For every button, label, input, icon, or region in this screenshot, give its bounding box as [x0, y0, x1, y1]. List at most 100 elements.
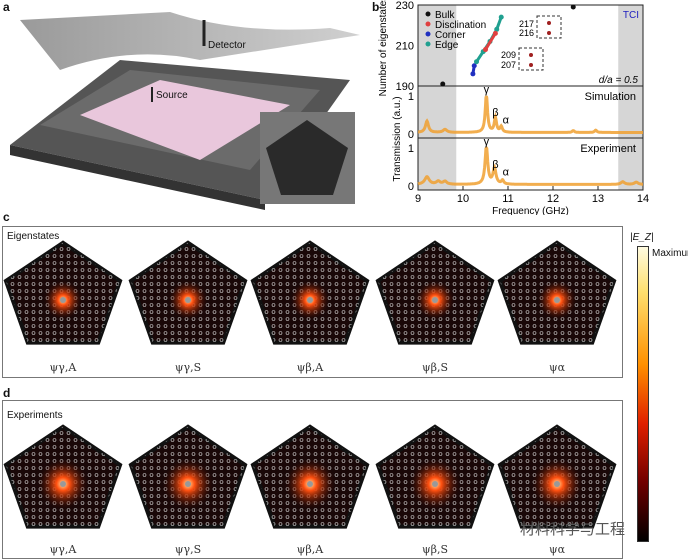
- lattice-hole: [560, 247, 565, 251]
- lattice-hole: [487, 494, 492, 498]
- lattice-hole: [595, 261, 600, 265]
- lattice-hole: [335, 530, 338, 533]
- lattice-hole: [271, 494, 276, 498]
- lattice-hole: [45, 317, 50, 321]
- lattice-hole: [142, 310, 147, 314]
- lattice-hole: [511, 296, 516, 300]
- lattice-hole: [233, 324, 238, 328]
- lattice-hole: [66, 515, 71, 519]
- lattice-hole: [38, 268, 43, 272]
- lattice-hole: [396, 289, 401, 293]
- lattice-hole: [130, 426, 133, 428]
- lattice-hole: [73, 522, 78, 526]
- lattice-hole: [389, 431, 394, 435]
- lattice-hole: [156, 480, 161, 484]
- lattice-hole: [233, 466, 238, 470]
- lattice-hole: [271, 459, 276, 463]
- lattice-hole: [292, 515, 297, 519]
- lattice-hole: [212, 466, 217, 470]
- lattice-hole: [130, 522, 133, 526]
- lattice-hole: [94, 438, 99, 442]
- lattice-hole: [292, 331, 297, 335]
- lattice-hole: [581, 431, 586, 435]
- lattice-hole: [567, 242, 572, 244]
- lattice-hole: [602, 331, 607, 335]
- lattice-hole: [264, 438, 269, 442]
- lattice-hole: [487, 487, 492, 491]
- lattice-hole: [31, 324, 36, 328]
- lattice-hole: [382, 445, 387, 449]
- lattice-hole: [532, 466, 537, 470]
- lattice-hole: [438, 445, 443, 449]
- lattice-hole: [271, 431, 276, 435]
- lattice-hole: [198, 331, 203, 335]
- lattice-hole: [377, 296, 380, 300]
- lattice-hole: [108, 438, 113, 442]
- lattice-hole: [219, 494, 224, 498]
- lattice-hole: [233, 473, 238, 477]
- lattice-hole: [377, 331, 380, 335]
- lattice-hole: [264, 275, 269, 279]
- lattice-hole: [334, 431, 339, 435]
- lattice-hole: [487, 317, 492, 321]
- lattice-hole: [149, 466, 154, 470]
- lattice-hole: [410, 324, 415, 328]
- lattice-hole: [101, 338, 106, 342]
- lattice-hole: [466, 480, 471, 484]
- lattice-hole: [327, 242, 332, 244]
- lattice-hole: [588, 310, 593, 314]
- lattice-hole: [488, 530, 491, 533]
- lattice-hole: [177, 445, 182, 449]
- lattice-hole: [595, 487, 600, 491]
- ytick-label: 1: [408, 143, 414, 155]
- lattice-hole: [198, 438, 203, 442]
- legend-marker: [425, 11, 431, 17]
- lattice-hole: [425, 530, 428, 533]
- lattice-hole: [410, 452, 415, 456]
- lattice-hole: [130, 303, 133, 307]
- lattice-hole: [404, 346, 407, 349]
- lattice-hole: [184, 452, 189, 456]
- lattice-hole: [226, 317, 231, 321]
- lattice-hole: [163, 247, 168, 251]
- lattice-hole: [595, 296, 600, 300]
- lattice-hole: [257, 508, 262, 512]
- lattice-hole: [617, 439, 620, 442]
- lattice-hole: [446, 346, 449, 349]
- lattice-hole: [511, 438, 516, 442]
- lattice-hole: [226, 459, 231, 463]
- lattice-hole: [313, 431, 318, 435]
- lattice-hole: [459, 324, 464, 328]
- lattice-hole: [396, 282, 401, 286]
- lattice-hole: [567, 324, 572, 328]
- lattice-hole: [156, 494, 161, 498]
- lattice-hole: [581, 459, 586, 463]
- state-label: ψα: [548, 543, 566, 556]
- lattice-hole: [525, 324, 530, 328]
- lattice-hole: [163, 242, 168, 244]
- lattice-hole: [252, 459, 255, 463]
- lattice-hole: [252, 431, 255, 435]
- lattice-hole: [355, 275, 360, 279]
- lattice-hole: [130, 317, 133, 321]
- lattice-hole: [299, 338, 304, 342]
- lattice-hole: [80, 501, 85, 505]
- lattice-hole: [108, 282, 113, 286]
- lattice-hole: [511, 254, 516, 258]
- lattice-hole: [240, 487, 245, 491]
- lattice-hole: [164, 530, 167, 533]
- lattice-hole: [212, 494, 217, 498]
- lattice-hole: [377, 324, 380, 328]
- lattice-hole: [143, 530, 146, 533]
- lattice-hole: [24, 247, 29, 251]
- lattice-hole: [31, 459, 36, 463]
- lattice-hole: [348, 480, 353, 484]
- lattice-hole: [574, 459, 579, 463]
- lattice-hole: [226, 289, 231, 293]
- lattice-hole: [285, 466, 290, 470]
- lattice-hole: [389, 247, 394, 251]
- lattice-hole: [377, 242, 380, 244]
- state-label: ψβ,S: [421, 543, 449, 556]
- lattice-hole: [73, 331, 78, 335]
- lattice-hole: [410, 522, 415, 526]
